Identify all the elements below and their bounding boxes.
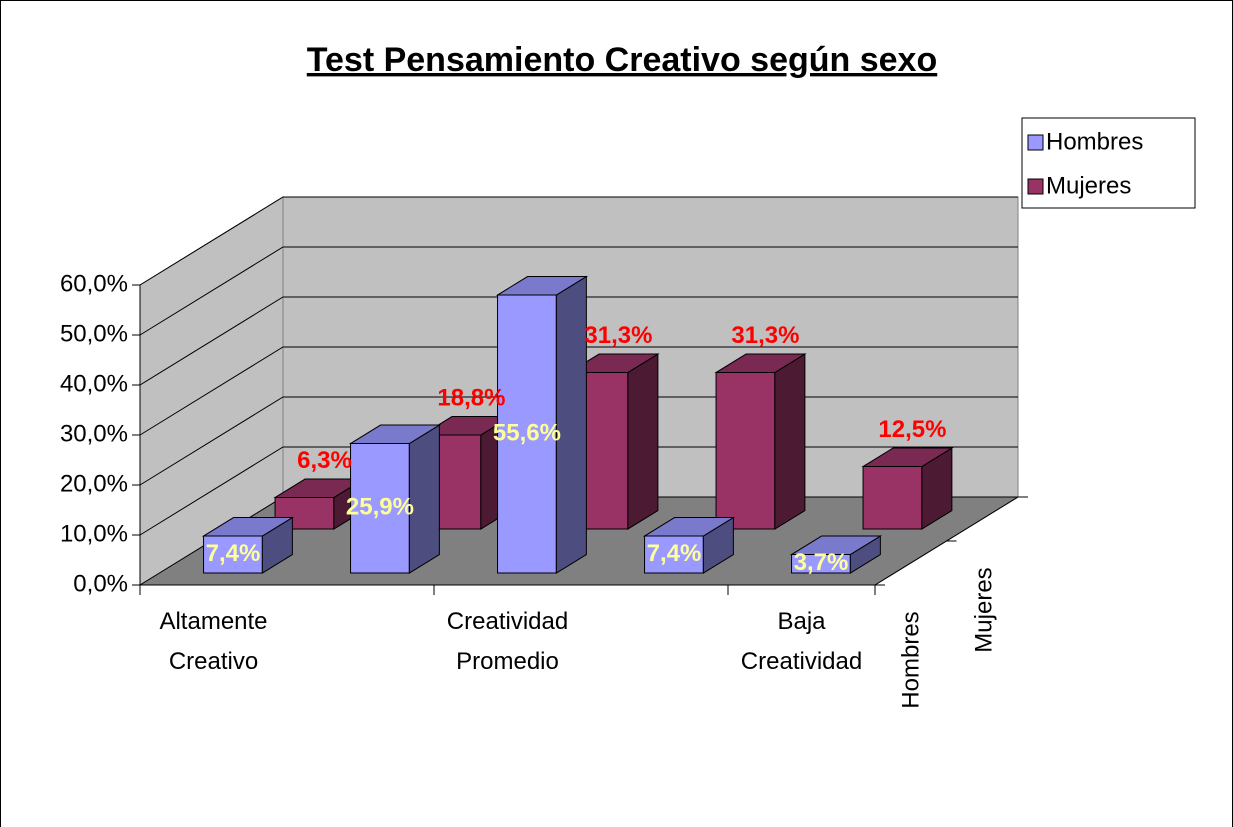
value-label: 7,4% bbox=[647, 540, 702, 567]
x-tick-label: Creatividad Promedio bbox=[446, 608, 569, 675]
bar bbox=[861, 447, 954, 530]
value-label: 55,6% bbox=[493, 419, 561, 446]
legend: Hombres Mujeres bbox=[1021, 117, 1196, 209]
value-label: 12,5% bbox=[878, 416, 946, 443]
bar-top bbox=[714, 353, 807, 374]
bar-top bbox=[642, 517, 736, 537]
bar-top bbox=[567, 353, 660, 374]
grid-line bbox=[139, 346, 1018, 436]
chart-title: Test Pensamiento Creativo según sexo bbox=[307, 41, 937, 79]
bar-top bbox=[861, 447, 954, 468]
grid-line bbox=[139, 196, 1018, 286]
bar bbox=[642, 516, 736, 574]
y-tick-label: 60,0% bbox=[60, 270, 128, 297]
y-tick-label: 0,0% bbox=[73, 570, 128, 597]
value-label: 3,7% bbox=[794, 549, 849, 576]
bar bbox=[348, 424, 442, 574]
y-tick-label: 10,0% bbox=[60, 520, 128, 547]
y-tick-label: 50,0% bbox=[60, 320, 128, 347]
bar-front bbox=[862, 466, 923, 530]
bar-side bbox=[774, 353, 806, 530]
legend-swatch bbox=[1027, 134, 1044, 151]
value-label: 31,3% bbox=[584, 322, 652, 349]
legend-label: Mujeres bbox=[1046, 172, 1131, 199]
value-label: 6,3% bbox=[297, 447, 352, 474]
bar-top bbox=[201, 517, 295, 537]
bar-side bbox=[627, 353, 659, 530]
bar bbox=[714, 353, 807, 530]
bar bbox=[201, 516, 295, 574]
grid-line bbox=[139, 296, 1018, 386]
bar bbox=[789, 535, 883, 574]
legend-label: Hombres bbox=[1046, 128, 1143, 155]
depth-label: Hombres bbox=[897, 611, 924, 708]
value-label: 7,4% bbox=[206, 540, 261, 567]
bar bbox=[495, 275, 589, 574]
x-tick-label: Altamente Creativo bbox=[159, 608, 268, 675]
value-label: 31,3% bbox=[731, 322, 799, 349]
bar-top bbox=[789, 535, 883, 556]
y-tick-label: 30,0% bbox=[60, 420, 128, 447]
value-label: 25,9% bbox=[346, 494, 414, 521]
legend-swatch bbox=[1027, 178, 1044, 195]
legend-box bbox=[1021, 117, 1196, 209]
y-tick-label: 20,0% bbox=[60, 470, 128, 497]
value-label: 18,8% bbox=[437, 384, 505, 411]
depth-label: Mujeres bbox=[970, 567, 997, 652]
grid-line bbox=[139, 246, 1018, 336]
x-tick-label: Baja Creatividad bbox=[740, 608, 863, 675]
bar-front bbox=[715, 372, 776, 530]
bar-top bbox=[348, 424, 442, 445]
y-tick-label: 40,0% bbox=[60, 370, 128, 397]
bar-top bbox=[495, 276, 589, 296]
